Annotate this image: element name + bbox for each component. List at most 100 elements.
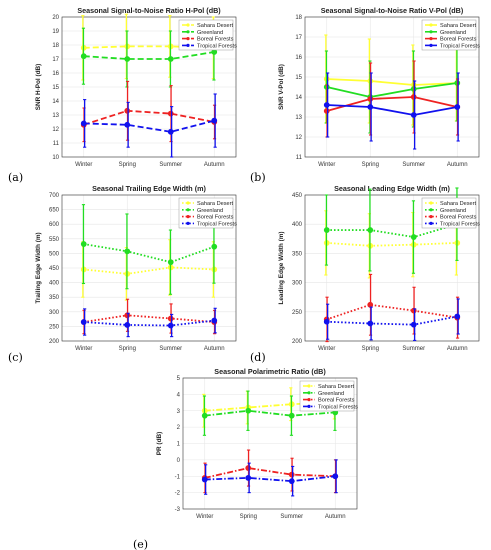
legend-marker [186, 30, 190, 34]
series-line [83, 266, 215, 275]
y-tick-label: 200 [292, 339, 303, 345]
y-tick-label: 200 [49, 339, 60, 345]
y-tick-label: 550 [49, 237, 60, 243]
data-point [211, 243, 218, 250]
data-point [80, 241, 87, 247]
y-tick-label: 450 [49, 266, 60, 272]
x-tick-label: Autumn [447, 162, 468, 168]
legend-label: Greenland [197, 30, 223, 36]
panel-label: (c) [8, 351, 23, 364]
x-tick-label: Summer [159, 346, 182, 352]
x-tick-label: Autumn [447, 346, 468, 352]
y-tick-label: 600 [49, 222, 60, 228]
legend-marker [429, 37, 433, 41]
chart-panel-4: 200 250 300 350 400 450 Winter Spring Summer Autu… [250, 184, 480, 364]
y-tick-label: 5 [177, 376, 181, 382]
x-tick-label: Spring [240, 514, 257, 520]
data-point [124, 248, 131, 255]
legend-label: Greenland [197, 208, 223, 214]
data-point [323, 318, 330, 325]
data-point [167, 259, 174, 266]
legend-marker [429, 201, 433, 205]
data-point [167, 322, 174, 329]
data-point [410, 112, 417, 118]
panel-label: (e) [133, 538, 148, 550]
data-point [367, 104, 374, 110]
y-tick-label: 0 [177, 458, 181, 464]
y-tick-label: 300 [292, 281, 303, 287]
axes-frame [61, 194, 237, 342]
data-point [288, 478, 295, 485]
legend-label: Sahara Desert [440, 201, 477, 207]
series-line [326, 223, 458, 238]
data-point [323, 102, 330, 108]
y-tick-label: 12 [295, 135, 302, 141]
data-point [288, 471, 295, 478]
x-tick-label: Winter [196, 514, 213, 520]
x-tick-label: Autumn [204, 346, 225, 352]
series-line [326, 315, 458, 326]
legend-marker [429, 43, 433, 48]
legend-marker [429, 208, 433, 212]
y-tick-label: -2 [175, 491, 181, 497]
series-line [83, 319, 215, 327]
data-point [367, 320, 374, 327]
data-point [410, 321, 417, 328]
series-line [83, 109, 215, 126]
data-point [245, 465, 252, 471]
data-point [288, 412, 295, 419]
x-tick-label: Spring [119, 162, 136, 168]
series-greenland [80, 204, 218, 295]
data-point [211, 317, 218, 324]
x-tick-label: Summer [159, 162, 182, 168]
y-tick-label: 14 [295, 95, 302, 101]
y-tick-label: 19 [52, 29, 59, 35]
y-tick-label: 650 [49, 208, 60, 214]
y-tick-label: 13 [295, 115, 302, 121]
y-tick-label: -3 [175, 507, 181, 513]
y-axis-label: Leading Edge Width (m) [278, 231, 285, 304]
legend-marker [307, 398, 311, 402]
data-point [211, 49, 218, 55]
y-tick-label: 250 [292, 310, 303, 316]
data-point [80, 120, 87, 127]
x-tick-label: Autumn [325, 514, 346, 520]
legend-marker [307, 384, 311, 388]
x-tick-label: Winter [318, 346, 335, 352]
legend-label: Greenland [440, 208, 466, 214]
legend-marker [429, 215, 433, 219]
legend-marker [307, 404, 311, 408]
x-tick-label: Autumn [204, 162, 225, 168]
series-tropical-forests [323, 298, 461, 341]
legend-label: Sahara Desert [197, 23, 234, 29]
x-tick-label: Winter [75, 346, 92, 352]
data-point [367, 96, 374, 102]
legend-label: Sahara Desert [318, 384, 355, 390]
y-tick-label: 4 [177, 392, 181, 398]
legend-label: Greenland [318, 391, 344, 397]
data-point [367, 301, 374, 308]
x-tick-label: Spring [362, 162, 379, 168]
series-tropical-forests [80, 93, 218, 158]
legend-label: Sahara Desert [197, 201, 234, 207]
legend-marker [186, 221, 190, 225]
chart-title: Seasonal Polarimetric Ratio (dB) [214, 367, 326, 376]
data-point [201, 412, 208, 419]
data-point [80, 53, 87, 60]
series-tropical-forests [201, 459, 339, 497]
y-tick-label: 15 [52, 85, 59, 91]
y-tick-label: 300 [49, 310, 60, 316]
series-line [83, 51, 215, 60]
data-point [124, 107, 131, 114]
chart-panel-5: -3 -2 -1 0 1 2 3 4 5 Winter Spring Summer Autumn Seas… [133, 367, 358, 550]
panel-label: (d) [250, 351, 266, 364]
legend-label: Tropical Forests [440, 221, 480, 227]
y-tick-label: 17 [52, 57, 59, 63]
y-tick-label: 400 [49, 281, 60, 287]
y-axis-label: Trailing Edge Width (m) [35, 232, 42, 303]
